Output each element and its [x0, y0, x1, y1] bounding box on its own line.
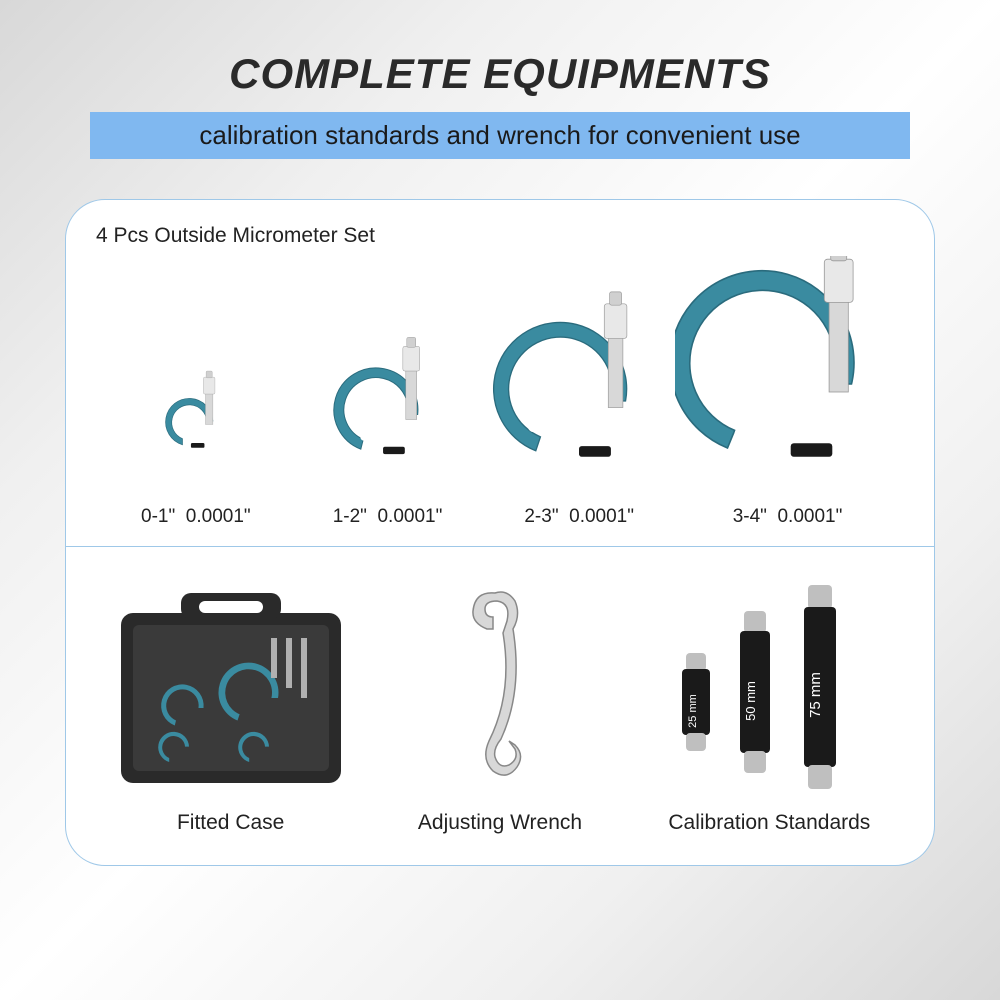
micrometer-item: 3-4" 0.0001": [675, 256, 900, 528]
fitted-case-icon: [111, 583, 351, 793]
micrometer-item: 2-3" 0.0001": [483, 271, 675, 528]
set-title: 4 Pcs Outside Micrometer Set: [96, 224, 904, 248]
micrometer-label: 2-3" 0.0001": [524, 506, 634, 528]
accessory-item: Adjusting Wrench: [365, 573, 634, 835]
accessories-section: Fitted Case Adjusting Wrench 25 mm 50 mm: [66, 547, 934, 865]
micrometer-label: 0-1" 0.0001": [141, 506, 251, 528]
page-headline: COMPLETE EQUIPMENTS: [229, 50, 771, 98]
micrometer-label: 3-4" 0.0001": [733, 506, 843, 528]
accessory-item: 25 mm 50 mm 75 mm Calibration Standards: [635, 573, 904, 835]
micrometer-icon: [131, 296, 261, 496]
micrometer-icon: [308, 286, 468, 496]
micrometer-icon: [675, 256, 900, 496]
micrometer-section: 4 Pcs Outside Micrometer Set: [66, 200, 934, 546]
accessory-label: Fitted Case: [177, 811, 284, 835]
svg-text:75 mm: 75 mm: [807, 672, 824, 718]
accessory-item: Fitted Case: [96, 583, 365, 835]
accessory-label: Calibration Standards: [668, 811, 870, 835]
product-card: 4 Pcs Outside Micrometer Set: [65, 199, 935, 866]
micrometer-item: 1-2" 0.0001": [292, 286, 484, 528]
svg-text:25 mm: 25 mm: [687, 694, 699, 728]
standards-icon: 25 mm 50 mm 75 mm: [664, 573, 874, 793]
micrometer-label: 1-2" 0.0001": [333, 506, 443, 528]
accessory-label: Adjusting Wrench: [418, 811, 582, 835]
micrometer-item: 0-1" 0.0001": [100, 296, 292, 528]
micrometer-icon: [484, 271, 674, 496]
svg-text:50 mm: 50 mm: [743, 681, 758, 721]
page-subtitle: calibration standards and wrench for con…: [90, 112, 910, 159]
micrometer-row: 0-1" 0.0001": [96, 256, 904, 528]
wrench-icon: [445, 573, 555, 793]
